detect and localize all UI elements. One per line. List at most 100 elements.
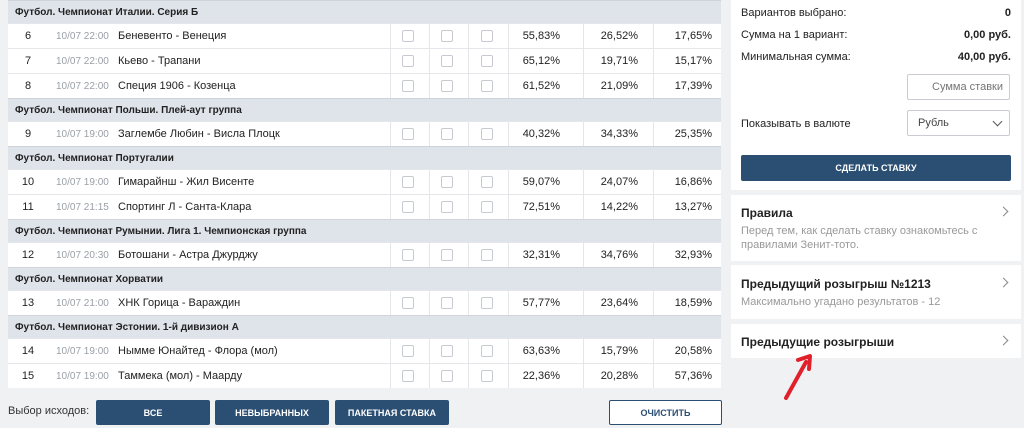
column-divider — [429, 170, 430, 194]
outcome-2-checkbox[interactable] — [481, 370, 493, 382]
outcome-x-percent: 34,33% — [600, 128, 638, 140]
column-divider — [583, 243, 584, 267]
match-number: 10 — [21, 176, 35, 188]
match-number: 7 — [24, 55, 32, 67]
outcome-x-checkbox[interactable] — [441, 201, 453, 213]
outcome-1-checkbox[interactable] — [402, 30, 414, 42]
outcome-1-checkbox[interactable] — [402, 345, 414, 357]
column-divider — [429, 291, 430, 315]
select-unselected-button[interactable]: НЕВЫБРАННЫХ — [215, 400, 329, 425]
outcome-x-percent: 34,76% — [600, 249, 638, 261]
previous-draws-card[interactable]: Предыдущие розыгрыши — [731, 324, 1021, 358]
match-time: 10/07 22:00 — [56, 30, 109, 42]
rules-title: Правила — [741, 206, 793, 220]
outcome-x-checkbox[interactable] — [441, 176, 453, 188]
stake-amount-input[interactable] — [907, 74, 1010, 100]
previous-draw-title: Предыдущий розыгрыш №1213 — [741, 277, 931, 291]
outcome-x-checkbox[interactable] — [441, 128, 453, 140]
outcome-2-checkbox[interactable] — [481, 128, 493, 140]
match-time: 10/07 22:00 — [56, 80, 109, 92]
column-divider — [583, 49, 584, 73]
matches-table: Футбол. Чемпионат Италии. Серия Б 6 10/07 … — [8, 0, 721, 388]
outcome-x-percent: 24,07% — [600, 176, 638, 188]
outcome-1-checkbox[interactable] — [402, 249, 414, 261]
outcome-2-checkbox[interactable] — [481, 30, 493, 42]
outcome-2-checkbox[interactable] — [481, 55, 493, 67]
match-number: 12 — [21, 249, 35, 261]
outcome-x-checkbox[interactable] — [441, 370, 453, 382]
column-divider — [653, 195, 654, 219]
outcome-2-checkbox[interactable] — [481, 297, 493, 309]
column-divider — [508, 74, 509, 98]
column-divider — [653, 24, 654, 48]
column-divider — [468, 339, 469, 363]
match-number: 6 — [24, 30, 32, 42]
match-time: 10/07 19:00 — [56, 128, 109, 140]
outcome-x-percent: 23,64% — [600, 297, 638, 309]
currency-select[interactable]: Рубль — [907, 110, 1010, 136]
select-all-button[interactable]: ВСЕ — [96, 400, 210, 425]
match-time: 10/07 22:00 — [56, 55, 109, 67]
outcome-x-checkbox[interactable] — [441, 297, 453, 309]
outcome-x-checkbox[interactable] — [441, 55, 453, 67]
outcome-x-checkbox[interactable] — [441, 345, 453, 357]
group-header: Футбол. Чемпионат Польши. Плей-аут групп… — [8, 98, 721, 121]
outcome-2-percent: 17,39% — [674, 80, 712, 92]
outcome-1-checkbox[interactable] — [402, 80, 414, 92]
column-divider — [508, 364, 509, 388]
chevron-down-icon — [992, 116, 1003, 127]
column-divider — [583, 74, 584, 98]
match-number: 14 — [21, 345, 35, 357]
column-divider — [653, 291, 654, 315]
match-time: 10/07 19:00 — [56, 345, 109, 357]
column-divider — [653, 170, 654, 194]
outcome-1-checkbox[interactable] — [402, 55, 414, 67]
place-bet-button[interactable]: СДЕЛАТЬ СТАВКУ — [741, 155, 1011, 181]
outcome-2-checkbox[interactable] — [481, 176, 493, 188]
outcome-1-checkbox[interactable] — [402, 128, 414, 140]
outcome-x-checkbox[interactable] — [441, 30, 453, 42]
outcome-x-percent: 15,79% — [600, 345, 638, 357]
currency-label: Показывать в валюте — [741, 118, 851, 130]
outcome-2-checkbox[interactable] — [481, 249, 493, 261]
outcome-1-checkbox[interactable] — [402, 176, 414, 188]
group-header: Футбол. Чемпионат Эстонии. 1-й дивизион … — [8, 315, 721, 338]
match-teams: Нымме Юнайтед - Флора (мол) — [118, 345, 278, 357]
group-header: Футбол. Чемпионат Хорватии — [8, 267, 721, 290]
previous-draw-card[interactable]: Предыдущий розыгрыш №1213 Максимально уг… — [731, 265, 1021, 319]
match-row: 15 10/07 19:00 Таммека (мол) - Маарду 22,36… — [8, 363, 721, 388]
column-divider — [390, 24, 391, 48]
outcome-2-percent: 13,27% — [674, 201, 712, 213]
outcome-1-percent: 22,36% — [522, 370, 560, 382]
match-number: 9 — [24, 128, 32, 140]
match-teams: Заглембе Любин - Висла Плоцк — [118, 128, 280, 140]
column-divider — [390, 364, 391, 388]
match-row: 11 10/07 21:15 Спортинг Л - Санта-Клара 72,… — [8, 194, 721, 219]
outcome-2-checkbox[interactable] — [481, 345, 493, 357]
outcome-x-checkbox[interactable] — [441, 80, 453, 92]
column-divider — [468, 170, 469, 194]
min-sum-row: Минимальная сумма: 40,00 руб. — [741, 51, 1011, 63]
rules-card[interactable]: Правила Перед тем, как сделать ставку оз… — [731, 195, 1021, 261]
outcome-1-checkbox[interactable] — [402, 370, 414, 382]
outcome-2-checkbox[interactable] — [481, 201, 493, 213]
match-time: 10/07 19:00 — [56, 176, 109, 188]
outcome-2-percent: 18,59% — [674, 297, 712, 309]
min-sum-value: 40,00 руб. — [957, 51, 1011, 63]
outcome-1-checkbox[interactable] — [402, 201, 414, 213]
outcome-1-checkbox[interactable] — [402, 297, 414, 309]
match-number: 13 — [21, 297, 35, 309]
clear-button[interactable]: ОЧИСТИТЬ — [609, 400, 722, 425]
match-time: 10/07 21:00 — [56, 297, 109, 309]
outcome-1-percent: 57,77% — [522, 297, 560, 309]
column-divider — [583, 122, 584, 146]
package-bet-button[interactable]: ПАКЕТНАЯ СТАВКА — [335, 400, 449, 425]
outcome-2-checkbox[interactable] — [481, 80, 493, 92]
sum-per-variant-label: Сумма на 1 вариант: — [741, 29, 848, 41]
column-divider — [468, 195, 469, 219]
column-divider — [390, 49, 391, 73]
match-row: 8 10/07 22:00 Специя 1906 - Козенца 61,52% 2… — [8, 73, 721, 98]
match-teams: Специя 1906 - Козенца — [118, 80, 236, 92]
outcome-2-percent: 17,65% — [674, 30, 712, 42]
outcome-x-checkbox[interactable] — [441, 249, 453, 261]
